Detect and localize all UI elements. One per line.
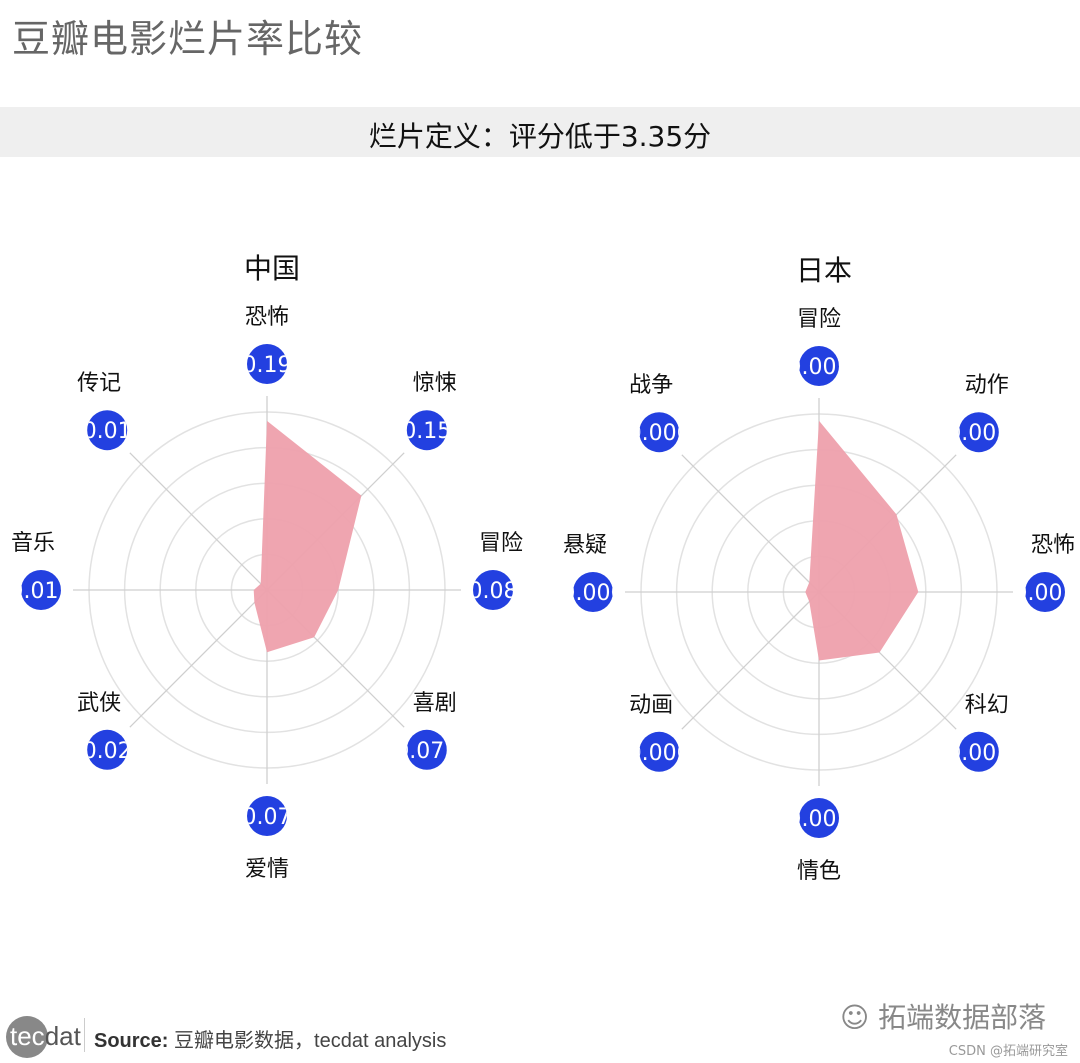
category-label: 动作 <box>965 373 1009 398</box>
source-label: Source: <box>94 1030 169 1052</box>
value-label: 0.015 <box>10 579 73 604</box>
footer-divider <box>84 1018 85 1052</box>
category-label: 战争 <box>629 373 673 398</box>
value-bubble <box>573 572 613 612</box>
category-label: 冒险 <box>797 307 841 332</box>
value-label: 0.075 <box>395 739 458 764</box>
radar-1: 日本 0.005 冒险 0.003 动作 0.003 恐怖 0.002 科幻 0.002 情色 0.0… <box>562 254 1077 884</box>
source-text: 豆瓣电影数据，tecdat analysis <box>174 1030 447 1052</box>
value-bubble <box>87 729 128 770</box>
watermark: ☺ 拓端数据部落 <box>840 996 1046 1036</box>
value-bubble <box>1025 572 1065 612</box>
value-bubble <box>247 796 287 836</box>
page-title: 豆瓣电影烂片率比较 <box>12 17 364 61</box>
value-label: 0.002 <box>788 807 851 832</box>
category-label: 武侠 <box>77 691 121 716</box>
radar-title: 日本 <box>796 254 852 287</box>
value-label: 0.02 <box>83 739 132 764</box>
data-polygon <box>253 420 362 653</box>
value-label: 0.003 <box>947 421 1010 446</box>
category-label: 悬疑 <box>563 533 607 558</box>
value-label: 0.15 <box>402 419 451 444</box>
value-bubble <box>406 410 447 451</box>
axis-line <box>681 591 820 730</box>
category-label: 恐怖 <box>245 305 289 330</box>
wechat-icon: ☺ <box>840 1001 870 1034</box>
value-bubble <box>799 346 839 386</box>
category-label: 喜剧 <box>413 691 457 716</box>
category-label: 传记 <box>77 371 121 396</box>
value-label: 0.003 <box>1014 581 1077 606</box>
subtitle: 烂片定义：评分低于3.35分 <box>368 120 712 153</box>
category-label: 惊悚 <box>413 371 457 396</box>
value-label: 0.07 <box>243 805 292 830</box>
tecdat-logo-text: tecdat <box>10 1021 81 1051</box>
axis-line <box>129 589 268 728</box>
category-label: 动画 <box>629 693 673 718</box>
category-label: 音乐 <box>11 531 55 556</box>
category-label: 爱情 <box>245 857 289 882</box>
source-note: Source: 豆瓣电影数据，tecdat analysis <box>94 1024 446 1053</box>
value-bubble <box>87 410 128 451</box>
value-label: 0.19 <box>243 353 292 378</box>
value-bubble <box>639 412 680 453</box>
csdn-credit: CSDN @拓端研究室 <box>948 1044 1068 1059</box>
radar-0: 中国 0.19 恐怖 0.15 惊悚 0.08 冒险 0.075 喜剧 0.07 爱情 0.02 武侠 0… <box>10 252 523 882</box>
category-label: 科幻 <box>965 693 1009 718</box>
axis-line <box>681 454 820 593</box>
value-label: 0.002 <box>947 741 1010 766</box>
value-label: 0.000 <box>628 741 691 766</box>
value-label: 0.01 <box>83 419 132 444</box>
value-bubble <box>406 729 447 770</box>
axis-line <box>129 452 268 591</box>
value-label: 0.08 <box>469 579 518 604</box>
tecdat-logo <box>6 1016 48 1058</box>
value-bubble <box>799 798 839 838</box>
value-label: 0.000 <box>562 581 625 606</box>
radar-title: 中国 <box>244 252 300 285</box>
value-bubble <box>247 344 287 384</box>
subtitle-bar: 烂片定义：评分低于3.35分 <box>0 107 1080 157</box>
value-bubble <box>21 570 61 610</box>
value-bubble <box>473 570 513 610</box>
value-bubble <box>958 731 999 772</box>
category-label: 恐怖 <box>1031 533 1075 558</box>
value-label: 0.005 <box>788 355 851 380</box>
category-label: 情色 <box>797 859 841 884</box>
value-bubble <box>958 412 999 453</box>
data-polygon <box>805 420 919 661</box>
value-bubble <box>639 731 680 772</box>
value-label: 0.000 <box>628 421 691 446</box>
watermark-text: 拓端数据部落 <box>878 1001 1047 1034</box>
category-label: 冒险 <box>479 531 523 556</box>
